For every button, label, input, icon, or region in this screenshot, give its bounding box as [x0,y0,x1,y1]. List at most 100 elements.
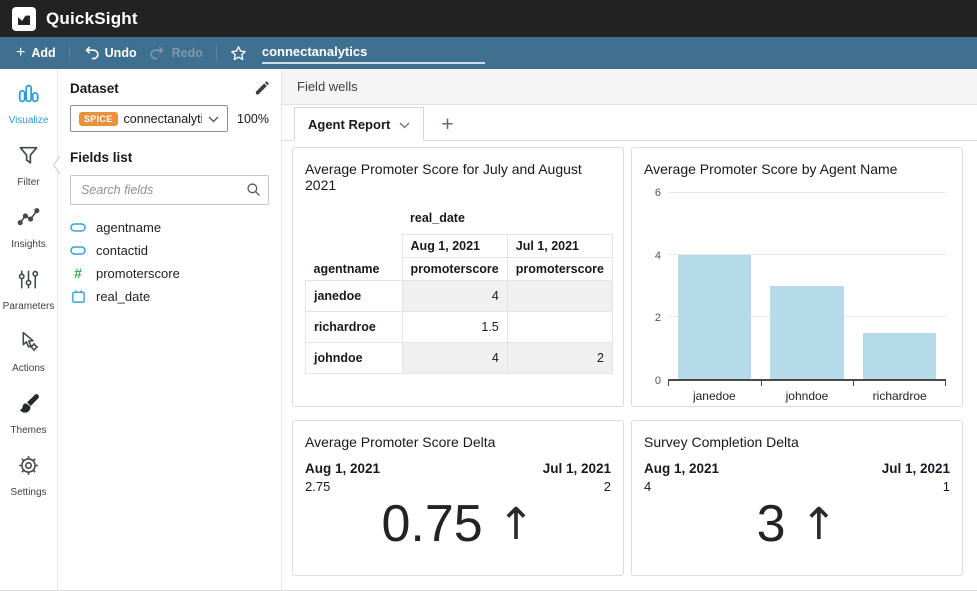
add-sheet-button[interactable]: + [441,113,454,136]
tab-agent-report[interactable]: Agent Report [294,107,425,141]
sidebar-item-filter[interactable]: Filter [0,143,57,188]
dataset-dropdown[interactable]: SPICE connectanalytic... [70,105,229,132]
bar-chart-plot [668,192,946,386]
analysis-toolbar: + Add Undo Redo connectanalytics [0,37,977,69]
pointer-gear-icon [16,329,41,359]
pivot-column-header: Jul 1, 2021 [506,234,614,258]
bar-johndoe[interactable] [770,286,844,379]
field-wells-label: Field wells [297,78,358,94]
kpi-period-value: 2 [603,479,611,494]
insights-icon [16,205,41,235]
tab-label: Agent Report [308,116,391,132]
dataset-panel-title: Dataset [70,81,119,96]
visual-title: Average Promoter Score Delta [305,434,496,450]
fields-list-title: Fields list [70,150,133,165]
add-button[interactable]: + Add [16,45,56,61]
sidebar-item-themes[interactable]: Themes [0,391,57,436]
bar-richardroe[interactable] [863,332,937,379]
x-axis-label: richardroe [872,389,927,403]
spice-badge: SPICE [79,111,118,126]
pivot-row-label: richardroe [305,311,403,343]
sidebar-item-insights[interactable]: Insights [0,205,57,250]
bar-chart-icon [16,81,41,111]
sidebar-item-actions[interactable]: Actions [0,329,57,374]
table-row: janedoe 4 [305,280,614,312]
y-axis-tick-label: 6 [654,187,661,199]
left-sidebar: Visualize Filter Insights Parameters Act… [0,69,58,590]
visual-kpi-survey-delta-card[interactable]: Survey Completion Delta Aug 1, 2021 4 Ju… [631,420,963,576]
sidebar-item-label: Settings [10,487,47,498]
field-wells-bar[interactable]: Field wells [282,69,977,105]
paintbrush-icon [16,391,41,421]
pivot-subcolumn-header: promoterscore [401,257,508,281]
sheet-tab-bar: Agent Report + [282,104,977,141]
x-axis-labels: janedoe johndoe richardroe [668,389,946,403]
field-name: real_date [96,289,151,304]
pivot-value-cell: 1.5 [401,311,508,343]
y-axis-tick-label: 0 [654,375,661,387]
kpi-period-label: Aug 1, 2021 [644,461,720,476]
x-axis-label: janedoe [692,389,736,403]
visual-bar-chart-card[interactable]: Average Promoter Score by Agent Name 0 2 4… [631,147,963,407]
kpi-period-value: 1 [942,479,950,494]
redo-icon [149,44,166,63]
field-item-agentname[interactable]: agentname [70,220,269,235]
x-axis-label: johndoe [785,389,829,403]
kpi-delta-number: 3 [756,495,786,553]
quicksight-logo-icon[interactable] [12,6,36,31]
field-list: agentname contactid # promoterscore real… [70,220,269,304]
field-name: agentname [96,220,162,235]
search-icon [246,182,261,202]
redo-button[interactable]: Redo [149,44,203,63]
sidebar-item-label: Actions [12,363,45,374]
y-axis-tick-label: 2 [654,312,661,325]
pivot-value-cell: 4 [401,342,508,374]
sidebar-item-label: Filter [17,177,40,188]
analysis-name-input[interactable]: connectanalytics [261,42,486,64]
kpi-current-period: Aug 1, 2021 4 [644,461,719,494]
pivot-blank-cell [306,235,403,258]
panel-collapse-chevron-icon[interactable] [52,155,61,180]
pivot-value-cell: 2 [506,342,614,374]
undo-button[interactable]: Undo [83,44,137,63]
field-item-real_date[interactable]: real_date [70,289,269,304]
kpi-period-label: Jul 1, 2021 [542,461,611,476]
edit-dataset-pencil-icon[interactable] [254,81,269,96]
sidebar-item-visualize[interactable]: Visualize [0,81,57,126]
arrow-up-icon: ↑ [497,498,535,550]
undo-icon [83,44,99,63]
search-fields-input[interactable] [70,175,269,205]
visual-kpi-promoter-delta-card[interactable]: Average Promoter Score Delta Aug 1, 2021… [292,420,624,576]
visual-title: Average Promoter Score for July and Augu… [305,161,582,193]
bars-container [668,193,946,379]
pivot-column-group-label: real_date [410,211,465,225]
gear-icon [16,453,41,483]
table-row: johndoe 4 2 [305,342,614,374]
favorite-star-icon[interactable] [230,45,247,62]
main-area: Field wells Agent Report + Average Promo… [282,69,977,590]
measure-hash-icon: # [74,265,82,281]
dataset-name: connectanalytic... [123,111,203,126]
field-item-promoterscore[interactable]: # promoterscore [70,265,269,281]
kpi-primary-value: 0.75 ↑ [303,495,613,553]
pivot-column-header: Aug 1, 2021 [401,234,508,258]
workspace: Visualize Filter Insights Parameters Act… [0,69,977,590]
chevron-down-icon[interactable] [399,117,410,132]
table-row: richardroe 1.5 [305,311,614,343]
calendar-icon [70,289,86,304]
sheet-canvas: Average Promoter Score for July and Augu… [282,141,977,590]
app-title: QuickSight [46,8,138,28]
kpi-period-label: Jul 1, 2021 [881,461,950,476]
visual-pivot-table-card[interactable]: Average Promoter Score for July and Augu… [292,147,624,407]
pivot-row-header: agentname [305,257,403,281]
sidebar-item-settings[interactable]: Settings [0,453,57,498]
sidebar-item-label: Insights [11,239,46,250]
kpi-current-period: Aug 1, 2021 2.75 [305,461,380,494]
bar-janedoe[interactable] [677,255,751,379]
app-header: QuickSight [0,0,977,37]
toolbar-divider [215,45,217,61]
pivot-value-cell [506,280,614,312]
field-item-contactid[interactable]: contactid [70,243,269,258]
sidebar-item-parameters[interactable]: Parameters [0,267,57,312]
